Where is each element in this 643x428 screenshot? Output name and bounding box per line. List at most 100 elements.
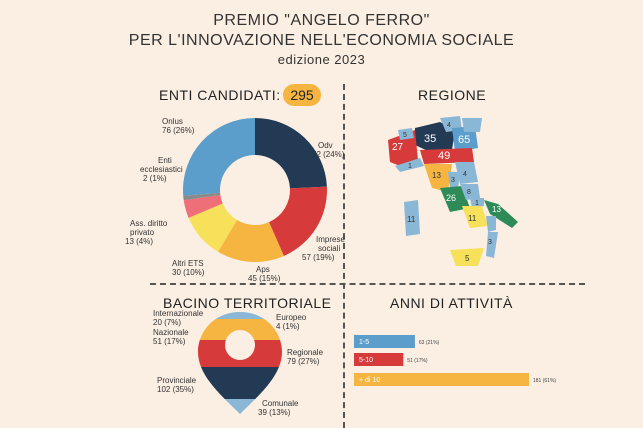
label-ass-name-2: privato [130,228,155,237]
region-label: 3 [451,177,455,184]
region-label: 35 [424,133,436,145]
donut-slice-odv [255,118,327,189]
region-basilicata [486,216,496,232]
italy-map [388,116,518,266]
region-lazio [440,186,470,212]
label-enti-eccl-name-1: Enti [158,156,172,165]
region-valle [398,128,414,140]
region-veneto [452,126,478,152]
bar-value-label: 181 (61%) [533,378,556,384]
label-europeo-value: 4 (1%) [276,322,300,331]
bacino-labels: Internazionale 20 (7%) Europeo 4 (1%) Na… [153,309,324,417]
region-molise [470,198,484,208]
label-comunale-value: 39 (13%) [258,408,291,417]
region-marche [455,162,478,184]
pin-band-provinciale [198,367,282,399]
region-labels: 27 35 65 49 4 5 1 13 3 4 26 8 11 1 13 3 … [392,122,501,263]
bar-category-label: 5-10 [359,357,373,364]
title-line-1: PREMIO "ANGELO FERRO" [213,12,430,29]
label-enti-eccl-value: 2 (1%) [143,174,167,183]
label-nazionale-value: 51 (17%) [153,337,186,346]
label-regionale-value: 79 (27%) [287,357,320,366]
region-liguria [395,158,424,172]
region-abruzzo [460,184,480,200]
region-umbria [448,172,460,190]
label-aps-name: Aps [256,265,270,274]
enti-donut-chart [183,118,327,262]
region-label: 4 [447,122,451,129]
enti-title: ENTI CANDIDATI: [159,87,281,103]
donut-slice-altri-ets [188,203,238,252]
label-provinciale-value: 102 (35%) [157,385,194,394]
label-imprese-name-1: Imprese [316,235,345,244]
pin-band-europeo [198,319,282,322]
region-label: 4 [463,171,467,178]
region-label: 3 [488,239,492,246]
label-internazionale-name: Internazionale [153,309,204,318]
edition-label: edizione 2023 [277,52,366,67]
label-comunale-name: Comunale [262,399,299,408]
donut-slice-ass-diritto-privato [183,194,223,218]
region-label: 11 [407,215,416,224]
region-toscana [424,164,452,192]
region-label: 65 [458,134,470,146]
label-onlus-name: Onlus [162,117,183,126]
label-regionale-name: Regionale [287,348,324,357]
region-label: 49 [438,150,450,162]
label-aps-value: 45 (15%) [248,274,281,283]
region-label: 13 [432,171,441,180]
donut-slice-enti-ecclesiastici [183,192,221,201]
label-altri-value: 30 (10%) [172,268,205,277]
donut-slice-imprese-sociali [269,186,327,256]
pin-hole [225,330,255,360]
bar-value-label: 51 (17%) [407,358,428,364]
label-internazionale-value: 20 (7%) [153,318,181,327]
region-emilia [420,148,474,164]
bar-category-label: 1-5 [359,339,369,346]
region-calabria [486,232,498,258]
vertical-divider [343,84,345,428]
region-label: 1 [408,163,412,170]
pin-band-internazionale [198,312,282,319]
region-sicilia [450,248,484,266]
label-ass-value: 13 (4%) [125,237,153,246]
region-sardegna [404,200,420,236]
region-label: 8 [467,189,471,196]
label-altri-name: Altri ETS [172,259,204,268]
anni-title: ANNI DI ATTIVITÀ [390,295,513,311]
label-onlus-value: 76 (26%) [162,126,195,135]
bar-value-label: 63 (21%) [419,340,440,346]
donut-slice-aps [218,220,284,262]
region-label: 26 [446,193,456,203]
bar-1 [354,353,404,366]
bacino-title: BACINO TERRITORIALE [163,295,332,311]
region-puglia [484,200,518,228]
bar-2 [354,373,529,386]
label-provinciale-name: Provinciale [157,376,197,385]
label-europeo-name: Europeo [276,313,307,322]
label-enti-eccl-name-2: ecclesiastici [140,165,183,174]
label-nazionale-name: Nazionale [153,328,189,337]
label-odv-name: Odv [318,141,333,150]
label-imprese-name-2: sociali [318,244,340,253]
donut-labels: Onlus 76 (26%) Odv 72 (24%) Enti ecclesi… [125,117,345,283]
anni-bar-chart: 1-5 63 (21%) 5-10 51 (17%) + di 10 181 (61%) [354,335,556,386]
label-ass-name-1: Ass. diritto [130,219,168,228]
regione-title: REGIONE [418,87,487,103]
region-label: 5 [465,254,470,263]
region-campania [462,206,488,228]
region-label: 1 [475,200,479,207]
region-label: 11 [468,214,477,223]
region-label: 27 [392,142,404,153]
label-imprese-value: 57 (19%) [302,253,335,262]
region-label: 5 [403,132,407,139]
region-friuli [462,118,482,132]
bar-0 [354,335,415,348]
donut-slice-onlus [183,118,255,196]
horizontal-divider [150,283,585,285]
title-line-2: PER L'INNOVAZIONE NELL'ECONOMIA SOCIALE [128,32,515,49]
bar-category-label: + di 10 [359,377,380,384]
region-piemonte [388,130,418,168]
region-label: 13 [492,205,501,214]
